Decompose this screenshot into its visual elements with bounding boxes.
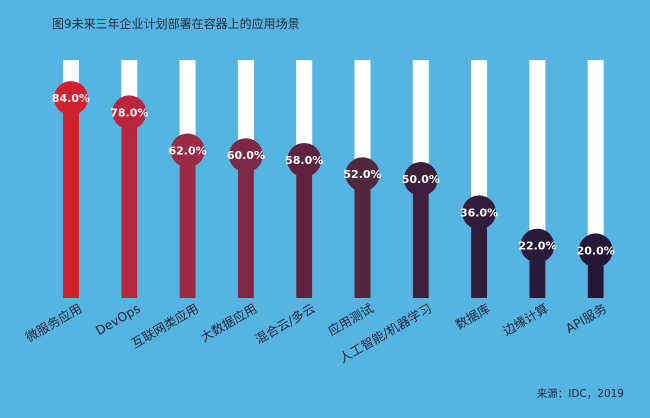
data-label-3: 60.0%: [227, 149, 265, 162]
bar-cap-4: [287, 142, 322, 177]
data-label-6: 50.0%: [402, 173, 440, 186]
bar-cap-0: [54, 81, 88, 116]
data-label-7: 36.0%: [460, 206, 498, 219]
category-label-5: 应用测试: [325, 300, 376, 338]
source-note: 来源：IDC，2019: [537, 387, 624, 400]
bar-cap-6: [403, 162, 438, 196]
bar-6: [412, 179, 429, 298]
bar-cap-3: [228, 138, 263, 173]
bar-cap-5: [345, 157, 380, 192]
data-label-9: 20.0%: [577, 244, 615, 257]
bar-1: [121, 112, 138, 298]
data-label-5: 52.0%: [343, 168, 381, 181]
category-label-4: 混合云/多云: [252, 301, 317, 347]
category-label-1: DevOps: [93, 301, 143, 338]
bar-cap-8: [520, 228, 555, 263]
data-label-8: 22.0%: [518, 240, 556, 253]
category-label-9: API服务: [563, 301, 609, 336]
category-label-3: 大数据应用: [198, 301, 260, 345]
bar-0: [63, 98, 79, 298]
category-label-0: 微服务应用: [23, 301, 85, 345]
chart-title: 图9未来三年企业计划部署在容器上的应用场景: [52, 16, 300, 31]
bar-7: [471, 212, 488, 298]
bar-5: [354, 174, 371, 298]
category-label-8: 边缘计算: [500, 301, 551, 339]
data-label-0: 84.0%: [52, 92, 90, 105]
bar-cap-7: [462, 195, 497, 230]
bar-3: [237, 155, 254, 298]
data-label-4: 58.0%: [285, 154, 323, 167]
bar-cap-2: [170, 133, 205, 168]
data-label-2: 62.0%: [169, 144, 207, 157]
bar-4: [296, 159, 313, 298]
data-label-1: 78.0%: [110, 106, 148, 119]
bar-cap-1: [112, 95, 147, 130]
category-label-7: 数据库: [453, 301, 493, 333]
bar-2: [179, 150, 196, 298]
bars-layer: 84.0%微服务应用78.0%DevOps62.0%互联网类应用60.0%大数据…: [23, 60, 615, 366]
bar-cap-9: [578, 233, 613, 268]
